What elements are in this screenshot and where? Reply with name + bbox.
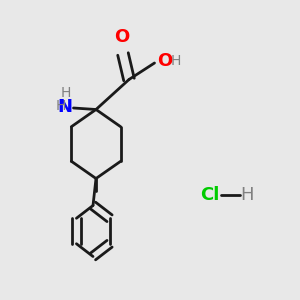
Text: H: H: [60, 86, 70, 100]
Text: N: N: [57, 98, 72, 116]
Text: O: O: [114, 28, 129, 46]
Text: Cl: Cl: [200, 186, 220, 204]
Text: H: H: [241, 186, 254, 204]
Text: H: H: [56, 100, 66, 113]
Text: H: H: [170, 54, 181, 68]
Text: O: O: [157, 52, 172, 70]
